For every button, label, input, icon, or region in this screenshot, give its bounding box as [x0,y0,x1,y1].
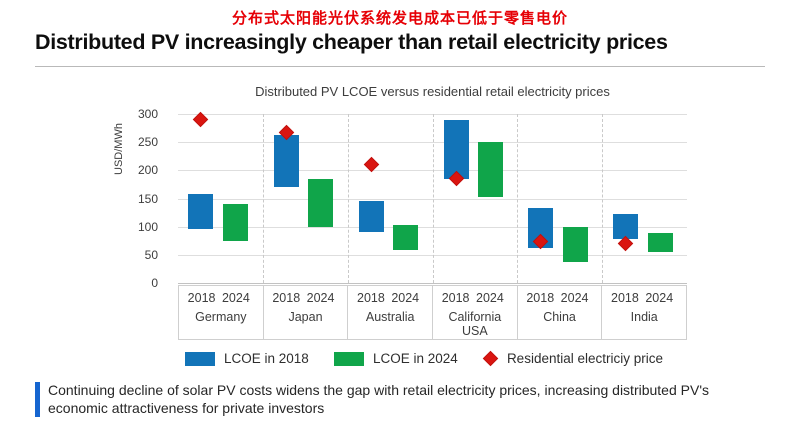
chart-title: Distributed PV LCOE versus residential r… [255,84,610,99]
y-tick-50: 50 [144,247,158,262]
year-labels-germany: 2018 2024 [179,291,263,308]
lcoe-2024-bar-china [562,226,588,262]
title-divider [35,66,765,67]
year-labels-japan: 2018 2024 [264,291,348,308]
lcoe-2018-bar-japan [273,134,299,188]
gridline-0 [178,283,687,284]
lcoe-2024-bar-california-usa [478,142,503,198]
chinese-title: 分布式太阳能光伏系统发电成本已低于零售电价 [231,10,568,27]
x-label-cell-china: 2018 2024 China [516,286,602,339]
legend-item-lcoe-2018: LCOE in 2018 [185,351,309,366]
country-group-india [602,114,687,283]
x-label-cell-japan: 2018 2024 Japan [262,286,348,339]
takeaway-text: Continuing decline of solar PV costs wid… [48,382,709,416]
year-label-2024-australia: 2024 [391,291,420,305]
year-labels-california-usa: 2018 2024 [433,291,517,308]
country-label-california-usa: California USA [448,310,502,338]
plot-area [178,111,687,284]
country-group-california-usa [432,114,518,283]
x-label-cell-california-usa: 2018 2024 California USA [432,286,517,339]
x-label-cell-germany: 2018 2024 Germany [179,286,263,339]
year-label-2024-india: 2024 [645,291,674,305]
country-label-germany: Germany [195,310,247,324]
year-labels-india: 2018 2024 [602,291,686,308]
year-label-2018-germany: 2018 [187,291,216,305]
country-label-japan: Japan [288,310,323,324]
y-tick-300: 300 [137,107,158,121]
lcoe-2024-bar-germany [223,204,249,241]
country-group-japan [262,114,348,283]
year-label-2018-india: 2018 [611,291,639,305]
lcoe-2024-swatch-icon [333,351,364,366]
year-label-2024-california-usa: 2024 [476,291,504,305]
lcoe-2024-bar-japan [308,178,334,227]
lcoe-2018-bar-germany [188,194,214,230]
year-label-2018-australia: 2018 [357,291,385,305]
lcoe-2018-swatch-icon [185,351,215,366]
year-label-2024-japan: 2024 [306,291,335,305]
lcoe-2018-bar-india [613,214,639,240]
chart-legend: LCOE in 2018 LCOE in 2024 Residential el… [185,350,663,367]
legend-label-lcoe-2024: LCOE in 2024 [372,351,458,366]
y-tick-100: 100 [137,219,158,234]
country-group-germany [178,111,263,283]
country-label-india: India [630,310,658,324]
country-group-china [517,114,602,283]
legend-item-lcoe-2024: LCOE in 2024 [333,351,458,366]
lcoe-2024-bar-india [647,233,673,253]
year-label-2018-china: 2018 [526,291,555,305]
year-label-2018-japan: 2018 [272,291,301,305]
lcoe-2018-bar-california-usa [443,119,469,179]
retail-price-marker-germany [193,111,209,128]
year-labels-australia: 2018 2024 [348,291,432,308]
lcoe-2018-bar-australia [358,201,384,233]
country-group-australia [347,114,433,283]
y-tick-200: 200 [137,163,158,178]
legend-label-retail-price: Residential electriciy price [506,351,663,366]
legend-label-lcoe-2018: LCOE in 2018 [224,351,309,366]
country-label-china: China [543,310,576,324]
x-label-cell-australia: 2018 2024 Australia [347,286,432,339]
legend-item-retail-price: Residential electriciy price [482,350,663,367]
retail-price-diamond-icon [482,350,499,367]
lcoe-2024-bar-australia [393,224,419,251]
year-labels-china: 2018 2024 [518,291,602,308]
y-tick-0: 0 [151,276,158,290]
year-label-2024-china: 2024 [560,291,589,305]
retail-price-marker-australia [363,156,380,173]
country-label-australia: Australia [365,310,415,324]
takeaway-accent-bar [35,382,40,417]
y-tick-250: 250 [137,135,158,150]
year-label-2018-california-usa: 2018 [441,291,470,305]
x-label-cell-india: 2018 2024 India [601,286,686,339]
y-axis-ticks: 300 250 200 150 100 50 0 [112,107,158,290]
year-label-2024-germany: 2024 [221,291,250,305]
y-tick-150: 150 [137,191,158,206]
takeaway: Continuing decline of solar PV costs wid… [35,382,757,417]
page-title: Distributed PV increasingly cheaper than… [35,30,668,54]
x-axis-labels: 2018 2024 Germany 2018 2024 Japan 2018 2024 Aust… [178,285,687,340]
